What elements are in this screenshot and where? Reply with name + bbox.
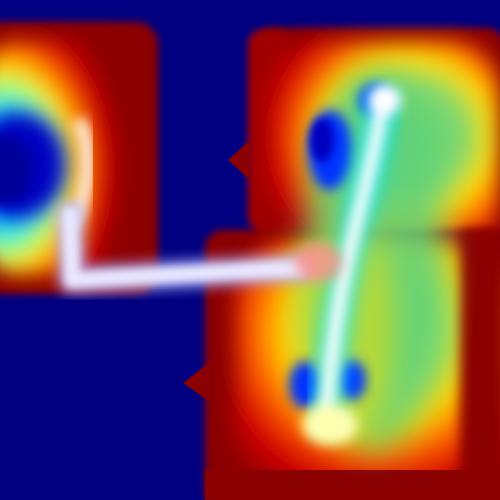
vertical-white-streak bbox=[302, 86, 401, 445]
horizontal-connector-streak bbox=[55, 200, 342, 295]
left-heat-region bbox=[0, 22, 158, 294]
blue-pockets bbox=[289, 84, 391, 409]
